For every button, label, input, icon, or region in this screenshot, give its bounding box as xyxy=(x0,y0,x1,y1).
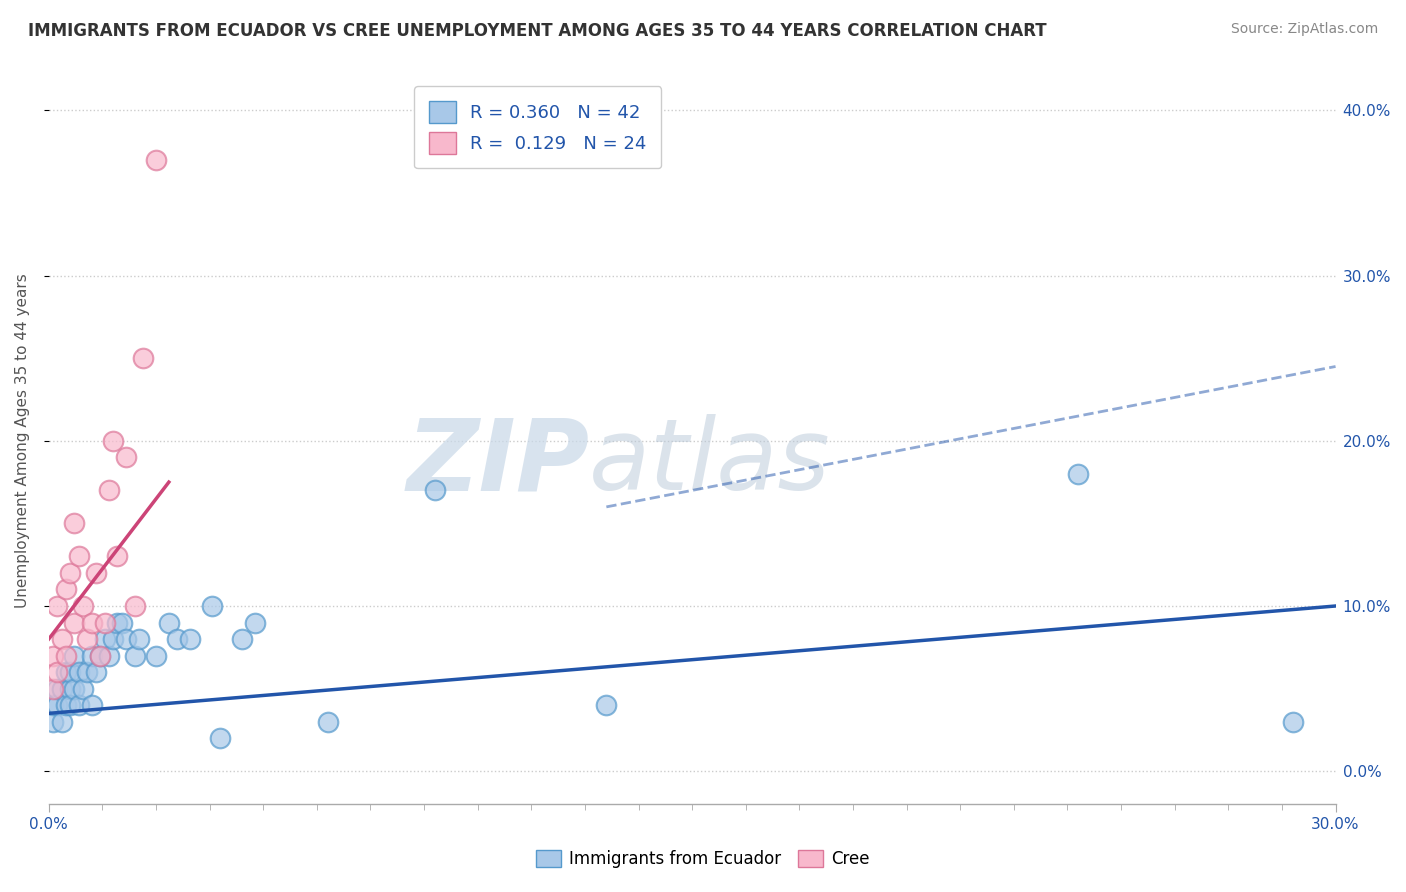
Point xyxy=(51,714,73,729)
Point xyxy=(105,549,128,564)
Point xyxy=(316,714,339,729)
Point xyxy=(231,632,253,646)
Point xyxy=(51,632,73,646)
Point xyxy=(145,153,167,167)
Point xyxy=(63,681,86,696)
Point xyxy=(51,681,73,696)
Point xyxy=(46,681,69,696)
Point xyxy=(63,516,86,531)
Point xyxy=(67,698,90,712)
Text: Source: ZipAtlas.com: Source: ZipAtlas.com xyxy=(1230,22,1378,37)
Point xyxy=(59,681,82,696)
Point xyxy=(157,615,180,630)
Point xyxy=(423,483,446,498)
Point xyxy=(76,665,98,679)
Point xyxy=(93,615,115,630)
Point xyxy=(97,483,120,498)
Point xyxy=(89,648,111,663)
Point xyxy=(101,632,124,646)
Text: IMMIGRANTS FROM ECUADOR VS CREE UNEMPLOYMENT AMONG AGES 35 TO 44 YEARS CORRELATI: IMMIGRANTS FROM ECUADOR VS CREE UNEMPLOY… xyxy=(28,22,1046,40)
Point xyxy=(72,681,94,696)
Point xyxy=(67,665,90,679)
Point xyxy=(84,566,107,580)
Point xyxy=(101,434,124,448)
Point xyxy=(80,698,103,712)
Point xyxy=(166,632,188,646)
Point xyxy=(63,648,86,663)
Point xyxy=(42,698,65,712)
Point xyxy=(243,615,266,630)
Point xyxy=(59,665,82,679)
Point xyxy=(93,632,115,646)
Point xyxy=(42,681,65,696)
Point xyxy=(55,582,77,597)
Point xyxy=(1281,714,1303,729)
Point xyxy=(84,665,107,679)
Legend: Immigrants from Ecuador, Cree: Immigrants from Ecuador, Cree xyxy=(529,843,877,875)
Point xyxy=(63,615,86,630)
Y-axis label: Unemployment Among Ages 35 to 44 years: Unemployment Among Ages 35 to 44 years xyxy=(15,274,30,608)
Point xyxy=(67,549,90,564)
Point xyxy=(201,599,224,613)
Point xyxy=(80,615,103,630)
Point xyxy=(128,632,150,646)
Point xyxy=(55,648,77,663)
Point xyxy=(72,599,94,613)
Text: ZIP: ZIP xyxy=(406,414,589,511)
Point xyxy=(132,351,155,366)
Point xyxy=(46,599,69,613)
Point xyxy=(76,632,98,646)
Point xyxy=(55,698,77,712)
Point xyxy=(42,648,65,663)
Point xyxy=(55,665,77,679)
Point xyxy=(42,714,65,729)
Point xyxy=(80,648,103,663)
Point xyxy=(59,698,82,712)
Point xyxy=(145,648,167,663)
Point xyxy=(1067,467,1090,481)
Point xyxy=(46,698,69,712)
Point xyxy=(595,698,617,712)
Point xyxy=(124,599,146,613)
Point xyxy=(179,632,201,646)
Point xyxy=(105,615,128,630)
Point xyxy=(209,731,232,746)
Point xyxy=(97,648,120,663)
Point xyxy=(124,648,146,663)
Point xyxy=(115,450,138,465)
Point xyxy=(89,648,111,663)
Point xyxy=(46,665,69,679)
Point xyxy=(115,632,138,646)
Legend: R = 0.360   N = 42, R =  0.129   N = 24: R = 0.360 N = 42, R = 0.129 N = 24 xyxy=(415,87,661,169)
Point xyxy=(59,566,82,580)
Text: atlas: atlas xyxy=(589,414,831,511)
Point xyxy=(111,615,134,630)
